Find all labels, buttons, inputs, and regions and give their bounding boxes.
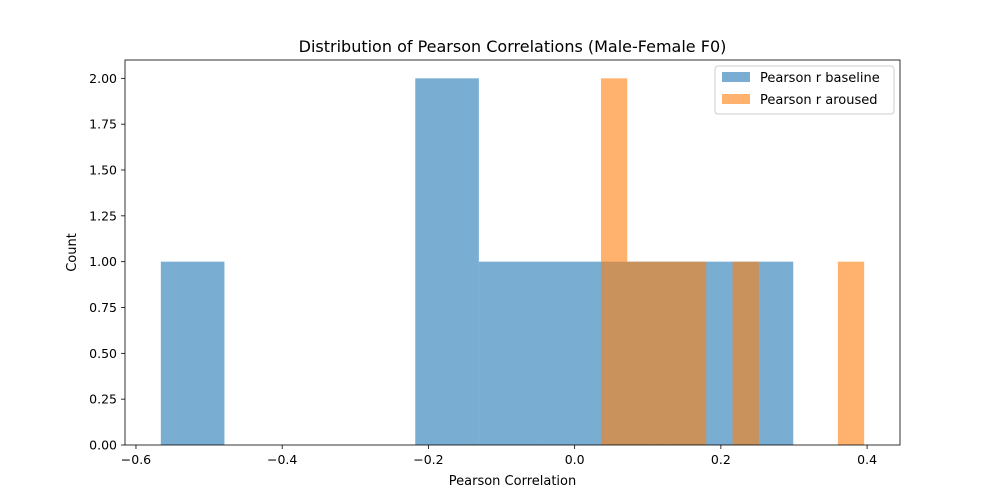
y-tick-label: 1.50 bbox=[89, 163, 117, 178]
y-axis-label: Count bbox=[65, 233, 80, 272]
bars-layer bbox=[160, 78, 865, 445]
x-axis-ticks: −0.6 −0.4 −0.2 0.0 0.2 0.4 bbox=[121, 445, 877, 467]
y-tick-label: 0.25 bbox=[89, 392, 117, 407]
bar-baseline-5 bbox=[478, 261, 543, 445]
legend-frame bbox=[714, 65, 895, 115]
x-tick-label: −0.2 bbox=[413, 452, 443, 467]
y-tick-label: 0.00 bbox=[89, 438, 117, 453]
legend-label-aroused: Pearson r aroused bbox=[760, 93, 878, 108]
x-tick-label: −0.6 bbox=[121, 452, 151, 467]
bar-aroused-5 bbox=[732, 261, 759, 445]
y-tick-label: 2.00 bbox=[89, 71, 117, 86]
bar-aroused-0 bbox=[600, 78, 628, 445]
x-tick-label: 0.2 bbox=[711, 452, 731, 467]
y-axis-ticks: 0.00 0.25 0.50 0.75 1.00 1.25 1.50 1.75 2.00 bbox=[89, 71, 125, 453]
x-tick-label: 0.0 bbox=[565, 452, 585, 467]
y-tick-label: 0.75 bbox=[89, 300, 117, 315]
y-tick-label: 0.50 bbox=[89, 346, 117, 361]
bar-baseline-4 bbox=[415, 78, 479, 445]
legend-swatch-aroused bbox=[722, 94, 750, 104]
y-tick-label: 1.75 bbox=[89, 117, 117, 132]
bar-aroused-3 bbox=[679, 261, 707, 445]
legend-label-baseline: Pearson r baseline bbox=[760, 71, 880, 86]
bar-aroused-9 bbox=[837, 261, 865, 445]
x-axis-label: Pearson Correlation bbox=[449, 474, 576, 489]
legend-swatch-baseline bbox=[722, 72, 750, 82]
x-tick-label: −0.4 bbox=[267, 452, 297, 467]
plot-frame bbox=[124, 59, 901, 446]
legend: Pearson r baseline Pearson r aroused bbox=[714, 65, 895, 115]
bar-aroused-2 bbox=[653, 261, 680, 445]
bar-baseline-0 bbox=[160, 261, 225, 445]
y-tick-label: 1.25 bbox=[89, 208, 117, 223]
y-tick-label: 1.00 bbox=[89, 254, 117, 269]
bar-baseline-6 bbox=[542, 261, 607, 445]
chart-title: Distribution of Pearson Correlations (Ma… bbox=[299, 37, 727, 56]
x-tick-label: 0.4 bbox=[857, 452, 877, 467]
bar-aroused-1 bbox=[627, 261, 654, 445]
